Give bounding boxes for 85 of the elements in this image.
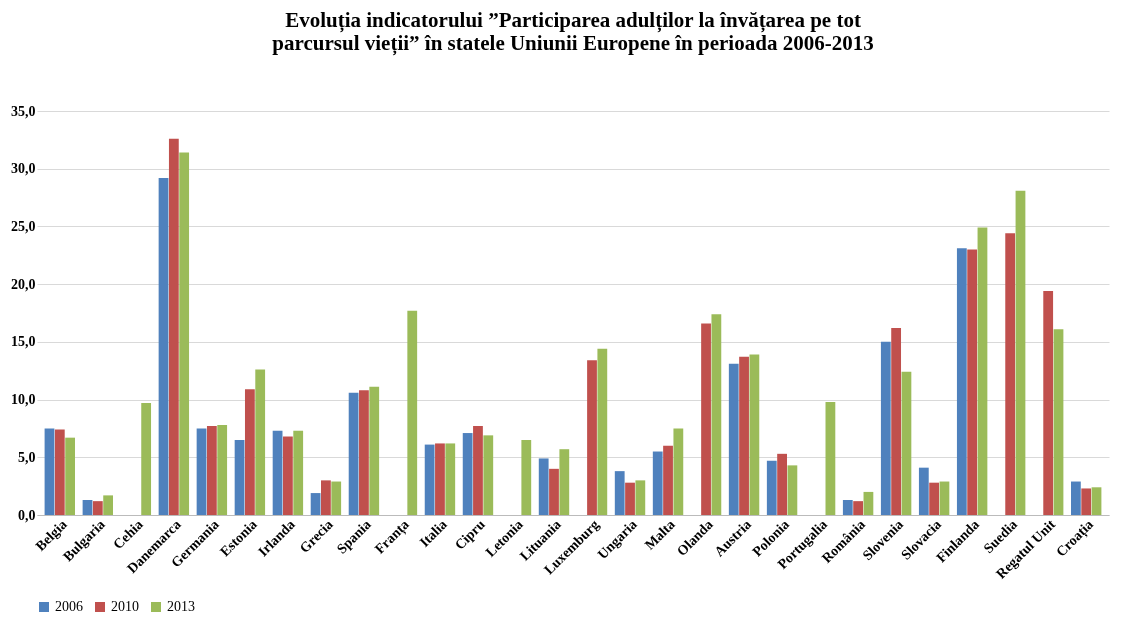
bar bbox=[891, 328, 902, 515]
bar bbox=[652, 451, 663, 515]
legend-label: 2010 bbox=[111, 599, 139, 614]
bar bbox=[445, 443, 456, 515]
bar bbox=[255, 369, 266, 515]
y-tick-label: 0,0 bbox=[18, 507, 36, 523]
bar bbox=[863, 491, 874, 515]
y-tick-label: 35,0 bbox=[11, 103, 36, 119]
bar bbox=[853, 501, 863, 515]
bar bbox=[787, 465, 798, 515]
bar bbox=[103, 495, 114, 515]
bar bbox=[728, 363, 739, 515]
bar bbox=[1081, 488, 1092, 515]
bar bbox=[217, 424, 228, 515]
legend-label: 2013 bbox=[167, 599, 195, 614]
bar bbox=[321, 480, 331, 515]
bar bbox=[424, 444, 435, 515]
bar bbox=[977, 227, 988, 515]
bar bbox=[538, 458, 549, 515]
bar bbox=[880, 341, 891, 515]
bar bbox=[587, 360, 597, 515]
bar bbox=[1091, 487, 1102, 515]
bar bbox=[635, 480, 646, 515]
bar bbox=[625, 482, 635, 515]
bar bbox=[711, 314, 722, 515]
bar bbox=[141, 403, 152, 515]
bar bbox=[92, 501, 103, 515]
bar bbox=[1015, 190, 1026, 515]
bar bbox=[766, 460, 777, 515]
bar bbox=[918, 467, 929, 515]
y-tick-label: 20,0 bbox=[11, 276, 36, 292]
bar bbox=[283, 436, 293, 515]
bar bbox=[483, 435, 494, 515]
bar bbox=[348, 392, 359, 515]
bar bbox=[521, 439, 532, 515]
bar bbox=[359, 390, 369, 515]
bar bbox=[1070, 481, 1081, 515]
bar bbox=[44, 428, 55, 515]
text: parcursul vieții” în statele Uniunii Europene în perioada 2006-2013 bbox=[272, 31, 874, 55]
y-tick-label: 5,0 bbox=[18, 449, 36, 465]
bar bbox=[701, 323, 711, 515]
bar bbox=[331, 481, 342, 515]
bar bbox=[597, 348, 608, 515]
bar bbox=[929, 482, 940, 515]
bar bbox=[65, 437, 76, 515]
bar bbox=[158, 177, 169, 515]
bar bbox=[956, 248, 967, 515]
bar bbox=[310, 493, 321, 515]
y-tick-label: 25,0 bbox=[11, 218, 36, 234]
bar bbox=[663, 445, 673, 515]
bar bbox=[739, 356, 749, 515]
bar bbox=[206, 426, 217, 515]
bar bbox=[825, 401, 836, 515]
legend-label: 2006 bbox=[55, 599, 83, 614]
bar bbox=[549, 468, 559, 515]
bar bbox=[967, 249, 978, 515]
bar bbox=[54, 429, 65, 515]
bar bbox=[901, 371, 912, 515]
bar bbox=[1053, 329, 1064, 515]
bar bbox=[435, 443, 445, 515]
bar bbox=[462, 433, 473, 515]
bar bbox=[473, 426, 483, 515]
bar bbox=[777, 453, 787, 515]
bar bbox=[369, 386, 380, 515]
y-tick-label: 15,0 bbox=[11, 334, 36, 350]
bar bbox=[244, 389, 255, 515]
bar bbox=[272, 430, 283, 515]
bar bbox=[1043, 291, 1054, 515]
bar bbox=[1005, 233, 1016, 515]
bar bbox=[196, 428, 207, 515]
bar bbox=[168, 138, 179, 515]
bar bbox=[939, 481, 950, 515]
bar bbox=[407, 310, 418, 515]
bar bbox=[82, 499, 93, 515]
bar bbox=[614, 471, 625, 515]
bar bbox=[234, 439, 245, 515]
text: Evoluția indicatorului ”Participarea adulților la învățarea pe tot bbox=[285, 8, 861, 32]
y-tick-label: 10,0 bbox=[11, 392, 36, 408]
bar bbox=[293, 430, 304, 515]
bar bbox=[673, 428, 684, 515]
bar bbox=[842, 499, 853, 515]
bar bbox=[179, 152, 190, 515]
y-tick-label: 30,0 bbox=[11, 161, 36, 177]
bar bbox=[559, 449, 570, 515]
bar bbox=[749, 354, 760, 515]
